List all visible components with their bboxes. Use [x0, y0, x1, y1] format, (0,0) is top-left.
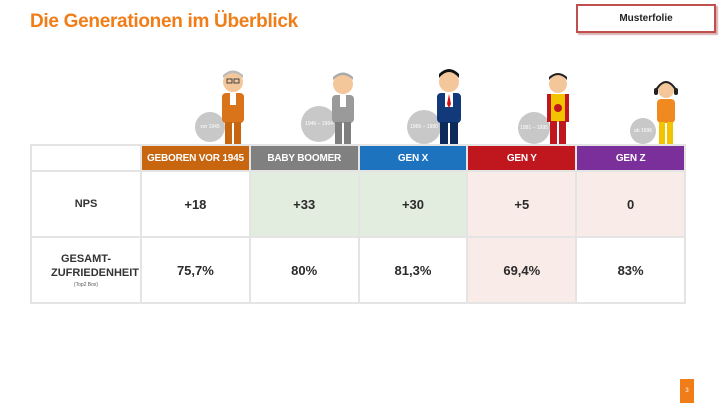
satisfaction-sublabel: (Top2 Box)	[73, 282, 99, 288]
header-row: GEBOREN VOR 1945 BABY BOOMER GEN X GEN Y…	[30, 144, 686, 172]
birth-year-badge: 1965 – 1980	[407, 110, 441, 144]
older-man-icon	[332, 72, 354, 144]
grandpa-icon	[222, 70, 244, 144]
birth-year-badge: 1946 – 1964	[301, 106, 337, 142]
figure-gen-y: 1981 – 1995	[518, 72, 578, 146]
header-gen-y: GEN Y	[466, 144, 578, 172]
header-corner	[30, 144, 142, 172]
header-born-before-1945: GEBOREN VOR 1945	[140, 144, 251, 172]
nps-value-baby-boomer: +33	[248, 170, 360, 238]
satisfaction-value-gen-z: 83%	[575, 236, 686, 304]
table-row-nps: NPS +18 +33 +30 +5 0	[30, 170, 686, 238]
satisfaction-label: GESAMT-ZUFRIEDENHEIT	[51, 253, 139, 279]
satisfaction-value-baby-boomer: 80%	[248, 236, 360, 304]
teen-headphones-icon	[654, 81, 678, 144]
row-label-satisfaction: GESAMT-ZUFRIEDENHEIT (Top2 Box)	[30, 236, 142, 304]
table-row-satisfaction: GESAMT-ZUFRIEDENHEIT (Top2 Box) 75,7% 80…	[30, 236, 686, 304]
header-gen-z: GEN Z	[575, 144, 686, 172]
figure-baby-boomer: 1946 – 1964	[301, 70, 361, 146]
figure-gen-x: 1965 – 1980	[407, 68, 469, 146]
nps-value-born-before-1945: +18	[140, 170, 251, 238]
satisfaction-value-born-before-1945: 75,7%	[140, 236, 251, 304]
birth-year-badge: ab 1996	[630, 118, 656, 144]
musterfolie-stamp: Musterfolie	[576, 4, 716, 33]
nps-value-gen-z: 0	[575, 170, 686, 238]
figure-born-before-1945: vor 1945	[195, 66, 255, 146]
birth-year-badge: vor 1945	[195, 112, 225, 142]
figure-gen-z: ab 1996	[630, 80, 686, 146]
birth-year-badge: 1981 – 1995	[518, 112, 550, 144]
page-number: 3	[680, 379, 694, 403]
nps-value-gen-x: +30	[357, 170, 469, 238]
header-baby-boomer: BABY BOOMER	[248, 144, 360, 172]
nps-value-gen-y: +5	[466, 170, 578, 238]
satisfaction-value-gen-x: 81,3%	[357, 236, 469, 304]
header-gen-x: GEN X	[357, 144, 469, 172]
slide-title: Die Generationen im Überblick	[30, 11, 298, 32]
row-label-nps: NPS	[30, 170, 142, 238]
young-man-icon	[547, 73, 569, 144]
generation-comparison-table: GEBOREN VOR 1945 BABY BOOMER GEN X GEN Y…	[30, 144, 686, 304]
satisfaction-value-gen-y: 69,4%	[466, 236, 578, 304]
businessman-icon	[437, 69, 461, 144]
